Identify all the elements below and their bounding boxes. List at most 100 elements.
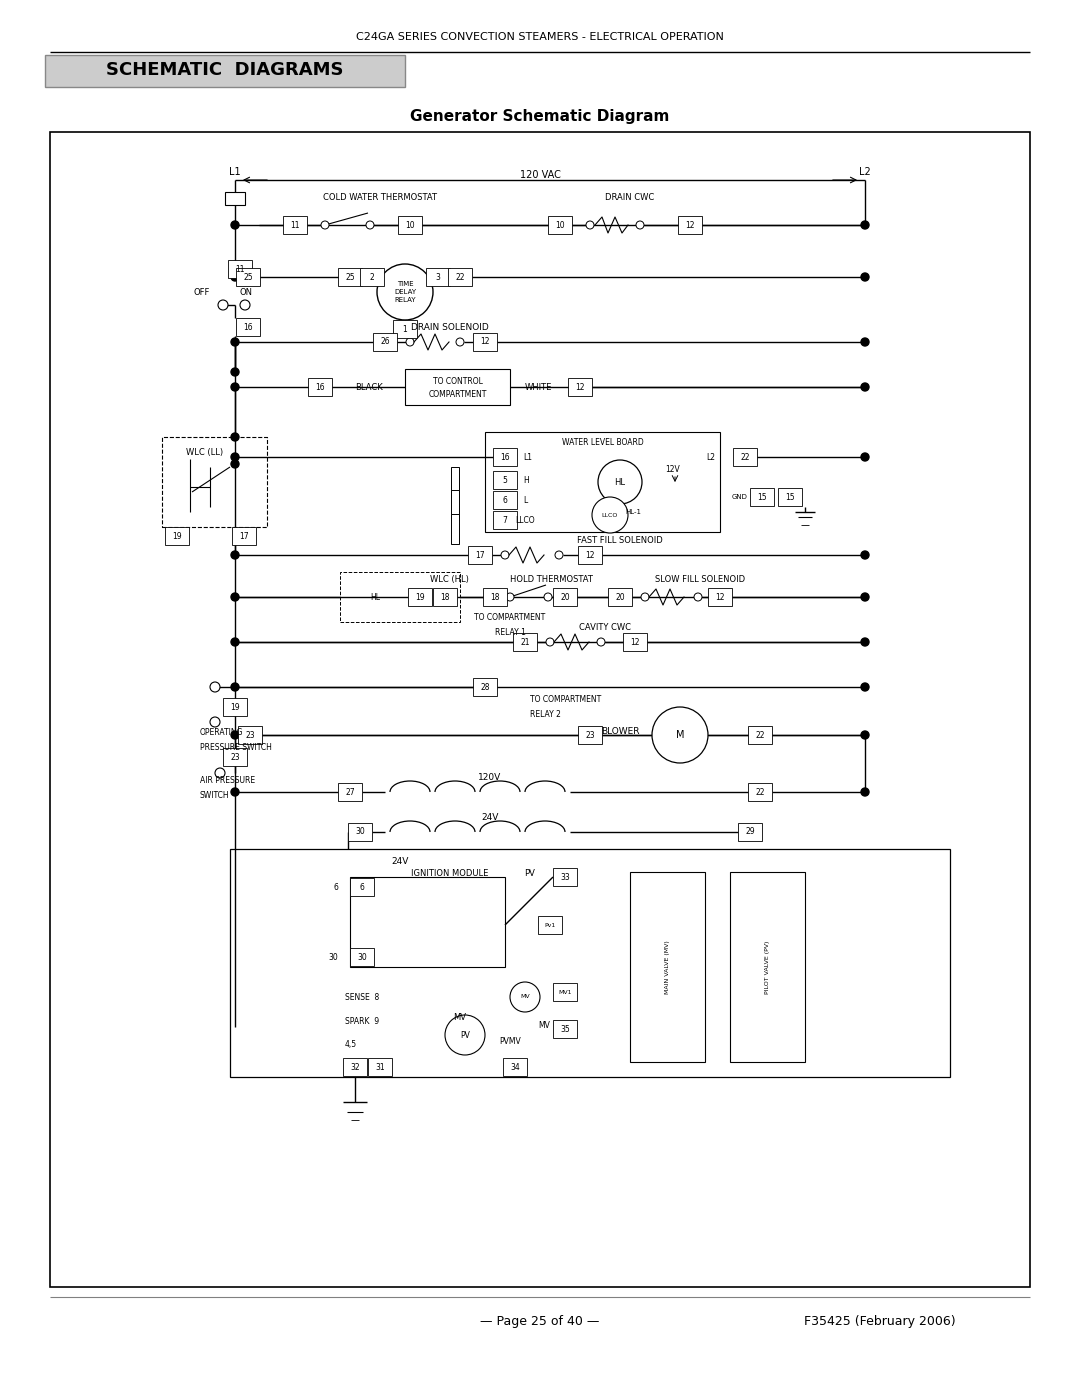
Text: 6: 6 — [360, 883, 364, 891]
Circle shape — [861, 338, 869, 346]
Text: 1: 1 — [403, 324, 407, 334]
Text: 15: 15 — [757, 493, 767, 502]
Bar — [368, 1058, 392, 1076]
Bar — [433, 588, 457, 606]
Circle shape — [231, 638, 239, 645]
Text: M: M — [676, 731, 685, 740]
Text: COLD WATER THERMOSTAT: COLD WATER THERMOSTAT — [323, 193, 437, 201]
Text: 18: 18 — [490, 592, 500, 602]
Text: 21: 21 — [521, 637, 530, 647]
Circle shape — [377, 264, 433, 320]
Text: SWITCH: SWITCH — [200, 791, 230, 799]
Bar — [451, 514, 459, 543]
Bar — [538, 916, 562, 935]
Text: Pv1: Pv1 — [544, 922, 555, 928]
Circle shape — [694, 592, 702, 601]
Bar — [338, 268, 362, 286]
Bar — [623, 633, 647, 651]
Text: HOLD THERMOSTAT: HOLD THERMOSTAT — [510, 574, 593, 584]
Bar — [225, 191, 245, 205]
Bar — [733, 448, 757, 467]
Text: ON: ON — [240, 288, 253, 296]
Circle shape — [861, 272, 869, 281]
Text: 12: 12 — [585, 550, 595, 560]
Circle shape — [636, 221, 644, 229]
Circle shape — [861, 550, 869, 559]
Bar — [283, 217, 307, 235]
Text: COMPARTMENT: COMPARTMENT — [429, 390, 487, 398]
Bar — [222, 698, 247, 717]
Circle shape — [592, 497, 627, 534]
Bar — [393, 320, 417, 338]
Text: 32: 32 — [350, 1063, 360, 1071]
Text: 22: 22 — [755, 731, 765, 739]
Text: 6: 6 — [333, 883, 338, 891]
Bar — [492, 448, 517, 467]
Bar — [483, 588, 507, 606]
Circle shape — [861, 683, 869, 692]
Bar — [373, 332, 397, 351]
Text: F35425 (February 2006): F35425 (February 2006) — [805, 1316, 956, 1329]
Bar — [630, 872, 705, 1062]
Text: SPARK  9: SPARK 9 — [345, 1017, 379, 1027]
Text: BLACK: BLACK — [355, 383, 382, 391]
Circle shape — [507, 592, 514, 601]
Text: CAVITY CWC: CAVITY CWC — [579, 623, 631, 631]
Text: RELAY 2: RELAY 2 — [530, 710, 561, 718]
Circle shape — [231, 788, 239, 796]
Bar — [492, 490, 517, 509]
Bar — [451, 490, 459, 520]
Text: 16: 16 — [500, 453, 510, 461]
Text: 10: 10 — [555, 221, 565, 229]
Bar — [578, 726, 602, 745]
Text: HL: HL — [370, 592, 380, 602]
Circle shape — [321, 221, 329, 229]
Bar — [426, 268, 450, 286]
Text: RELAY 1: RELAY 1 — [495, 627, 526, 637]
Text: BLOWER: BLOWER — [600, 726, 639, 735]
Bar — [748, 726, 772, 745]
Text: 22: 22 — [740, 453, 750, 461]
Text: 6: 6 — [502, 496, 508, 504]
Circle shape — [598, 460, 642, 504]
Circle shape — [231, 550, 239, 559]
Bar — [343, 1058, 367, 1076]
Bar — [553, 1020, 577, 1038]
Circle shape — [861, 592, 869, 601]
Text: DELAY: DELAY — [394, 289, 416, 295]
Bar — [232, 527, 256, 545]
Bar — [608, 588, 632, 606]
Bar — [237, 319, 260, 337]
Circle shape — [240, 300, 249, 310]
Text: 3: 3 — [435, 272, 441, 282]
Text: PRESSURE SWITCH: PRESSURE SWITCH — [200, 742, 272, 752]
Text: 20: 20 — [561, 592, 570, 602]
Text: L2: L2 — [706, 453, 715, 461]
Text: TO COMPARTMENT: TO COMPARTMENT — [474, 612, 545, 622]
Circle shape — [597, 638, 605, 645]
Bar — [408, 588, 432, 606]
Text: MV: MV — [521, 995, 530, 999]
Text: 17: 17 — [239, 531, 248, 541]
Bar — [451, 467, 459, 497]
Bar — [473, 332, 497, 351]
Text: WHITE: WHITE — [525, 383, 552, 391]
Circle shape — [231, 592, 239, 601]
Text: 29: 29 — [745, 827, 755, 837]
Text: 2: 2 — [369, 272, 375, 282]
Bar — [730, 872, 805, 1062]
Text: 22: 22 — [755, 788, 765, 796]
Text: WLC (LL): WLC (LL) — [187, 447, 224, 457]
Text: WLC (HL): WLC (HL) — [430, 574, 469, 584]
Bar — [350, 877, 374, 895]
Text: AIR PRESSURE: AIR PRESSURE — [200, 775, 255, 785]
Text: OFF: OFF — [193, 288, 210, 296]
Text: MAIN VALVE (MV): MAIN VALVE (MV) — [665, 940, 670, 993]
Text: DRAIN CWC: DRAIN CWC — [606, 193, 654, 201]
Text: 30: 30 — [355, 827, 365, 837]
Text: H: H — [523, 475, 529, 485]
Text: 19: 19 — [230, 703, 240, 711]
Bar — [45, 54, 405, 87]
Circle shape — [231, 367, 239, 376]
Text: IGNITION MODULE: IGNITION MODULE — [411, 869, 488, 879]
